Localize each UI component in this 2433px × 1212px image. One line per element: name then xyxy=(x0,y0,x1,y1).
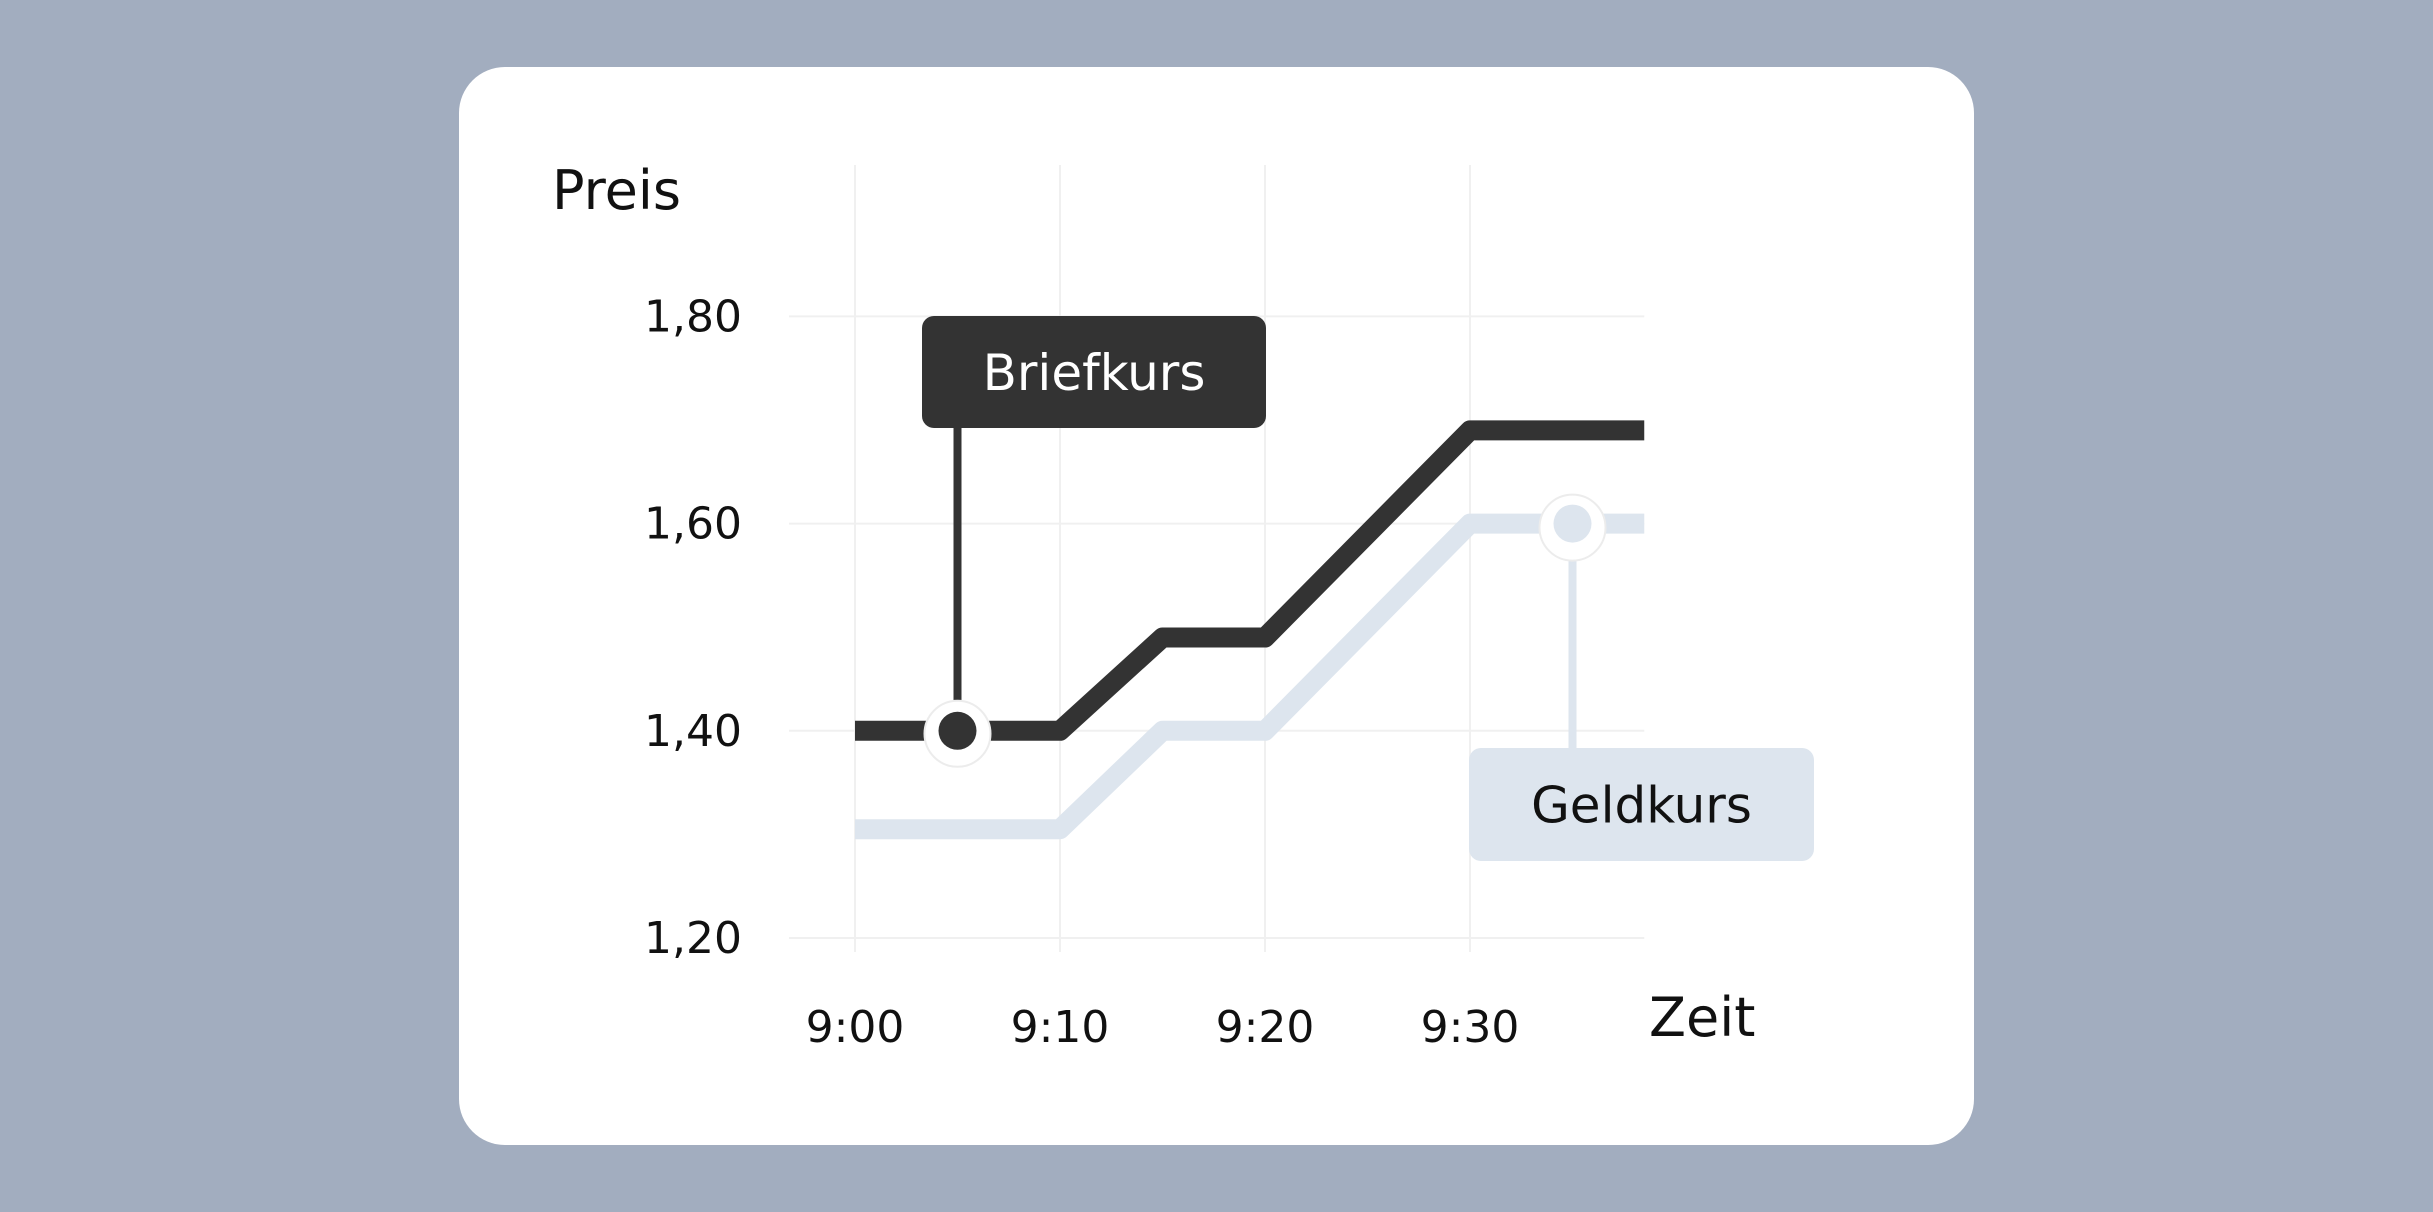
series-line-briefkurs xyxy=(855,420,1645,741)
x-tick-label: 9:00 xyxy=(806,1002,905,1053)
series-lines xyxy=(855,420,1645,840)
callouts: Briefkurs Geldkurs xyxy=(922,316,1814,861)
briefkurs-label-box xyxy=(922,316,1266,428)
x-tick-label: 9:20 xyxy=(1216,1002,1315,1053)
y-tick-label: 1,60 xyxy=(644,499,742,550)
y-axis-title: Preis xyxy=(552,159,681,222)
series-marker xyxy=(1553,504,1592,543)
series-marker xyxy=(938,711,977,750)
series-line-geldkurs xyxy=(855,513,1645,840)
series-label: Briefkurs xyxy=(983,344,1206,402)
y-tick-labels: 1,20 1,40 1,60 1,80 xyxy=(644,291,742,964)
y-tick-label: 1,80 xyxy=(644,291,742,342)
callout-briefkurs: Briefkurs xyxy=(922,316,1266,768)
y-tick-label: 1,20 xyxy=(644,913,742,964)
x-tick-label: 9:10 xyxy=(1011,1002,1110,1053)
price-chart: Preis Zeit 1,20 1,40 1,60 1,80 9:00 9:10 9:20… xyxy=(552,159,1814,1053)
x-tick-label: 9:30 xyxy=(1421,1002,1520,1053)
chart-card: Preis Zeit 1,20 1,40 1,60 1,80 9:00 9:10 9:20… xyxy=(459,67,1974,1145)
series-label: Geldkurs xyxy=(1531,777,1752,835)
callout-geldkurs: Geldkurs xyxy=(1469,493,1814,861)
y-tick-label: 1,40 xyxy=(644,706,742,757)
geldkurs-label-box xyxy=(1469,748,1814,861)
x-axis-title: Zeit xyxy=(1649,986,1755,1049)
x-tick-labels: 9:00 9:10 9:20 9:30 xyxy=(806,1002,1520,1053)
